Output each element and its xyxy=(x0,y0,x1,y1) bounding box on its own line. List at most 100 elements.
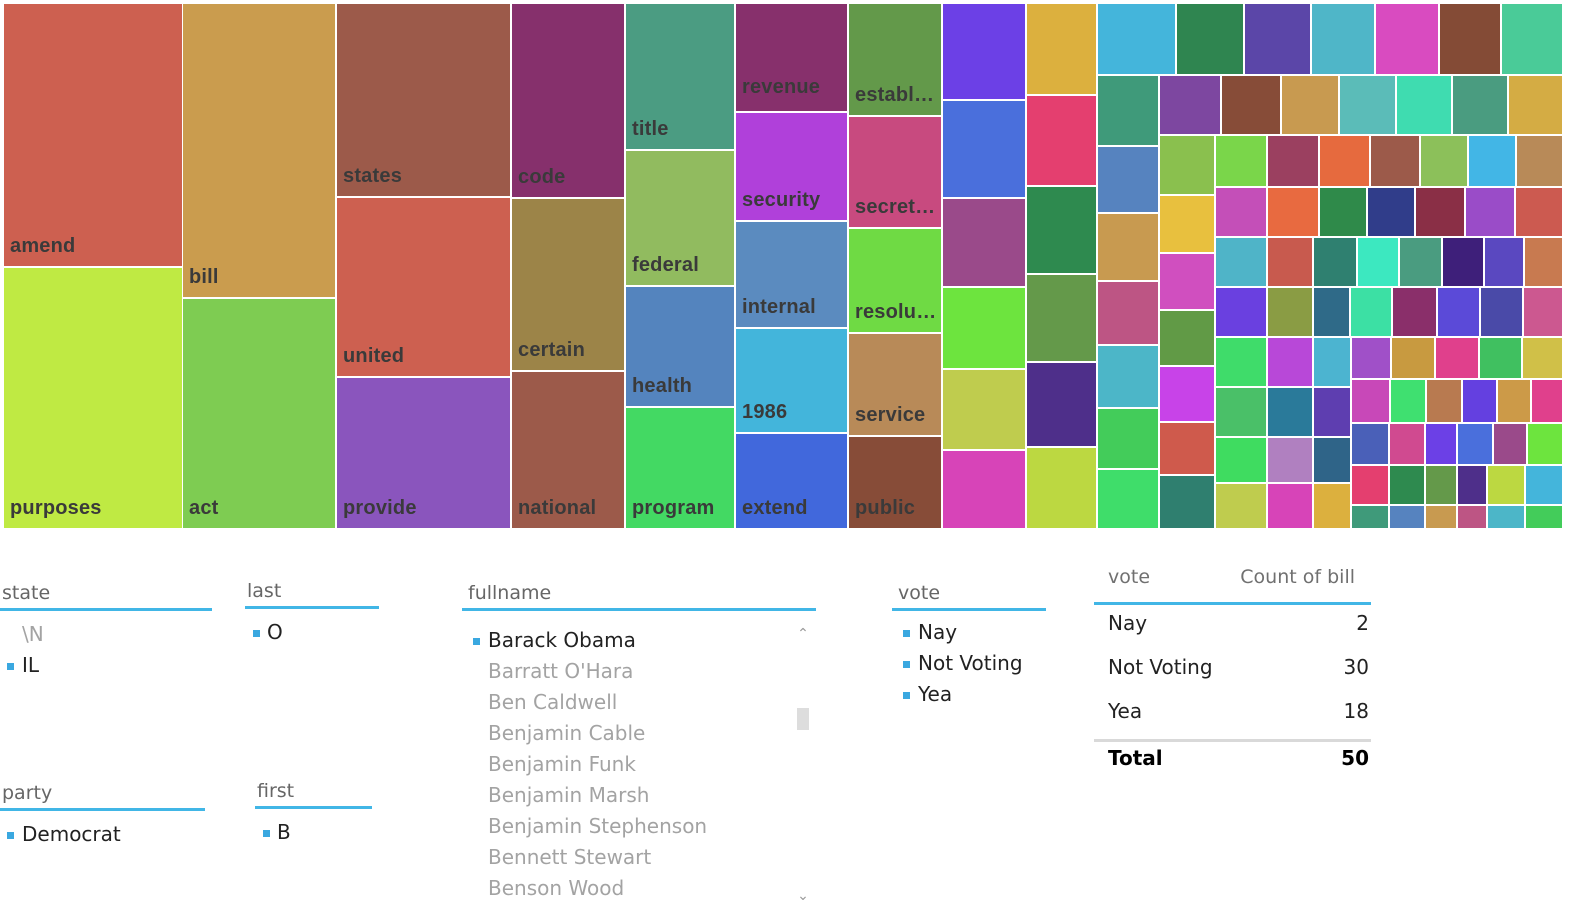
treemap-tile[interactable] xyxy=(1515,187,1563,237)
treemap-tile[interactable] xyxy=(1425,423,1457,465)
treemap-tile[interactable] xyxy=(1399,237,1442,287)
treemap-tile[interactable] xyxy=(1351,337,1391,379)
treemap-tile[interactable] xyxy=(1523,287,1563,337)
treemap-tile[interactable]: establ… xyxy=(848,3,942,116)
treemap-tile[interactable] xyxy=(1313,337,1351,387)
treemap-tile[interactable] xyxy=(1026,362,1097,447)
treemap-tile[interactable] xyxy=(1267,287,1313,337)
treemap-tile[interactable] xyxy=(1437,287,1480,337)
treemap-tile[interactable] xyxy=(1215,337,1267,387)
slicer-item[interactable]: Benjamin Funk xyxy=(462,749,816,780)
treemap-tile[interactable] xyxy=(942,287,1026,369)
treemap-tile[interactable] xyxy=(1389,505,1425,529)
treemap-tile[interactable] xyxy=(1525,465,1563,505)
treemap-tile[interactable] xyxy=(1215,437,1267,483)
slicer-item[interactable]: O xyxy=(245,617,379,648)
treemap-tile[interactable] xyxy=(1159,475,1215,529)
treemap-tile[interactable] xyxy=(1493,423,1527,465)
treemap-tile[interactable] xyxy=(1351,379,1390,423)
treemap-tile[interactable]: states xyxy=(336,3,511,197)
treemap-tile[interactable] xyxy=(1425,465,1457,505)
treemap-tile[interactable] xyxy=(1159,253,1215,310)
treemap-tile[interactable] xyxy=(1396,75,1452,135)
treemap-tile[interactable]: certain xyxy=(511,198,625,371)
treemap-tile[interactable]: service xyxy=(848,333,942,436)
treemap-tile[interactable] xyxy=(1267,135,1319,187)
treemap-tile[interactable]: amend xyxy=(3,3,183,267)
treemap-tile[interactable]: security xyxy=(735,112,848,221)
treemap-tile[interactable] xyxy=(1097,281,1159,345)
treemap-tile[interactable] xyxy=(1350,287,1392,337)
treemap-tile[interactable] xyxy=(1281,75,1339,135)
treemap-tile[interactable] xyxy=(1389,423,1425,465)
slicer-item[interactable]: Bennett Stewart xyxy=(462,842,816,873)
treemap-tile[interactable] xyxy=(942,198,1026,287)
treemap-tile[interactable]: resolu… xyxy=(848,228,942,333)
treemap-tile[interactable] xyxy=(1267,237,1313,287)
treemap-tile[interactable] xyxy=(1370,135,1420,187)
treemap-tile[interactable] xyxy=(1468,135,1516,187)
treemap-tile[interactable]: revenue xyxy=(735,3,848,112)
treemap-tile[interactable] xyxy=(1439,3,1501,75)
slicer-item[interactable]: Benjamin Stephenson xyxy=(462,811,816,842)
treemap-tile[interactable] xyxy=(1351,465,1389,505)
slicer-item[interactable]: Barack Obama xyxy=(462,625,816,656)
treemap-tile[interactable] xyxy=(1159,195,1215,253)
treemap-tile[interactable] xyxy=(1339,75,1396,135)
treemap-tile[interactable] xyxy=(1215,187,1267,237)
treemap-tile[interactable]: extend xyxy=(735,433,848,529)
treemap-tile[interactable] xyxy=(1026,3,1097,95)
treemap-tile[interactable]: act xyxy=(182,298,336,529)
slicer-item[interactable]: \N xyxy=(0,619,212,650)
treemap-tile[interactable] xyxy=(1097,3,1176,75)
treemap-tile[interactable] xyxy=(1319,187,1367,237)
slicer-item[interactable]: Benjamin Cable xyxy=(462,718,816,749)
treemap-tile[interactable] xyxy=(1215,287,1267,337)
treemap-tile[interactable] xyxy=(1313,483,1351,529)
slicer-item[interactable]: Democrat xyxy=(0,819,205,850)
treemap-tile[interactable]: program xyxy=(625,407,735,529)
treemap-tile[interactable] xyxy=(1097,469,1159,529)
treemap-tile[interactable]: health xyxy=(625,286,735,407)
treemap-tile[interactable] xyxy=(1425,505,1457,529)
treemap-tile[interactable] xyxy=(1426,379,1462,423)
treemap-tile[interactable] xyxy=(1311,3,1375,75)
slicer-item[interactable]: Nay xyxy=(892,617,1046,648)
treemap-tile[interactable] xyxy=(1375,3,1439,75)
treemap-tile[interactable] xyxy=(1026,95,1097,186)
treemap-tile[interactable] xyxy=(1267,187,1319,237)
treemap-tile[interactable] xyxy=(1531,379,1563,423)
treemap-tile[interactable] xyxy=(1159,422,1215,475)
treemap-tile[interactable] xyxy=(1159,310,1215,366)
treemap-tile[interactable] xyxy=(1479,337,1522,379)
treemap-tile[interactable] xyxy=(1267,337,1313,387)
treemap-tile[interactable] xyxy=(1516,135,1563,187)
treemap-tile[interactable] xyxy=(1390,379,1426,423)
treemap-tile[interactable] xyxy=(1244,3,1311,75)
treemap-tile[interactable] xyxy=(1457,465,1487,505)
treemap-tile[interactable] xyxy=(1487,505,1525,529)
treemap-tile[interactable] xyxy=(1097,146,1159,213)
treemap-tile[interactable] xyxy=(1319,135,1370,187)
scrollbar-thumb[interactable] xyxy=(797,708,809,730)
treemap-tile[interactable] xyxy=(1221,75,1281,135)
treemap-tile[interactable] xyxy=(1480,287,1523,337)
treemap-tile[interactable] xyxy=(1313,387,1351,437)
treemap-tile[interactable] xyxy=(1484,237,1524,287)
treemap-tile[interactable] xyxy=(1522,337,1563,379)
slicer-item[interactable]: Not Voting xyxy=(892,648,1046,679)
treemap-tile[interactable] xyxy=(1462,379,1497,423)
treemap-tile[interactable] xyxy=(1159,366,1215,422)
treemap-tile[interactable] xyxy=(942,369,1026,450)
treemap-tile[interactable] xyxy=(942,450,1026,529)
treemap-tile[interactable]: code xyxy=(511,3,625,198)
treemap-tile[interactable] xyxy=(1435,337,1479,379)
treemap-tile[interactable] xyxy=(1215,483,1267,529)
treemap-tile[interactable] xyxy=(1313,437,1351,483)
treemap-tile[interactable] xyxy=(1525,505,1563,529)
treemap-tile[interactable] xyxy=(1215,135,1267,187)
treemap-tile[interactable] xyxy=(1159,75,1221,135)
treemap-tile[interactable] xyxy=(1391,337,1435,379)
treemap-tile[interactable] xyxy=(1392,287,1437,337)
treemap-tile[interactable]: provide xyxy=(336,377,511,529)
